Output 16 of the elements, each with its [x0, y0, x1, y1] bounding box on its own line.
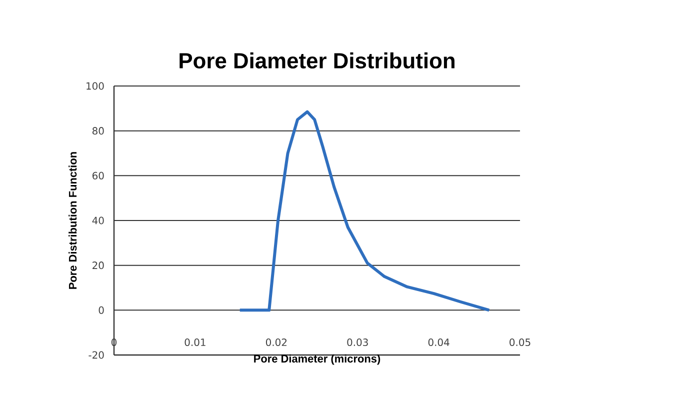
- x-tick-label: 0.02: [266, 338, 286, 346]
- y-tick-label: 40: [92, 216, 104, 224]
- y-axis-title: Pore Distribution Function: [68, 152, 77, 289]
- x-tick-label: 0.01: [184, 338, 206, 346]
- y-tick-label: 100: [86, 82, 104, 90]
- y-tick-label: 80: [92, 127, 104, 135]
- x-tick-label: 0.05: [510, 338, 530, 346]
- line-series: [238, 110, 491, 312]
- y-tick-label: -20: [88, 351, 104, 359]
- chart-title: Pore Diameter Distribution: [180, 52, 454, 69]
- x-tick-label: 0.03: [347, 338, 368, 346]
- y-tick-label: 0: [98, 306, 104, 314]
- y-tick-label: 20: [92, 262, 104, 270]
- x-axis-title: Pore Diameter (microns): [254, 354, 380, 365]
- x-tick-label: 0.04: [428, 338, 450, 346]
- y-tick-label: 60: [92, 172, 104, 180]
